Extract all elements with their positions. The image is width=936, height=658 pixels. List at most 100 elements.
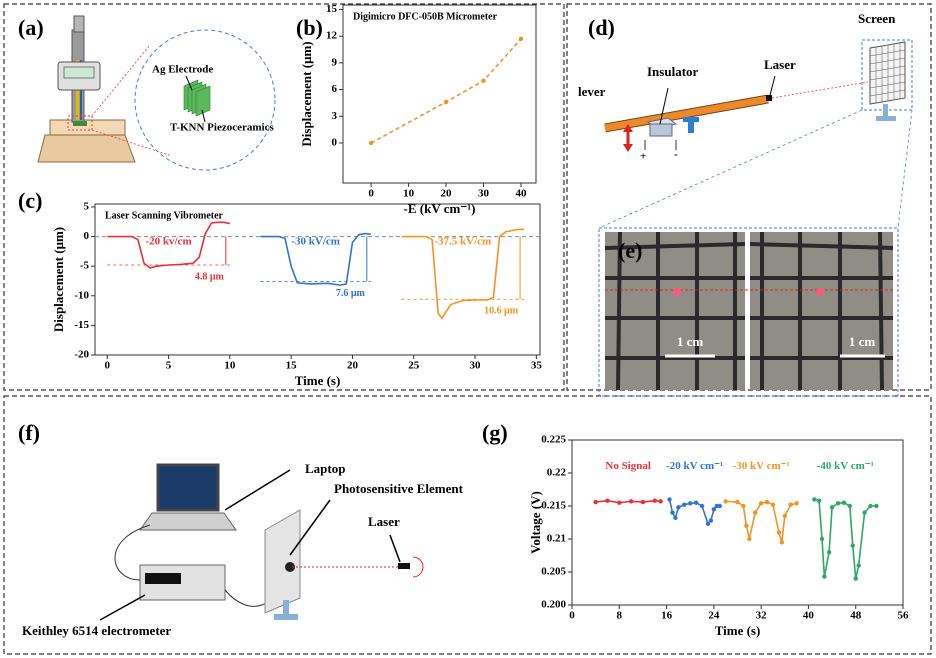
photos: [598, 227, 899, 397]
series-line: [260, 232, 371, 286]
point: [640, 499, 646, 505]
x-axis-label: -E (kV cm⁻¹): [404, 201, 476, 216]
diagram-label: Ag Electrode: [152, 64, 213, 76]
x-tick-label: 0: [368, 188, 374, 200]
point: [368, 140, 374, 146]
point: [652, 498, 657, 503]
level-label: 7.6 μm: [336, 288, 366, 299]
diagram-label: Keithley 6514 electrometer: [22, 623, 171, 638]
point: [705, 521, 711, 527]
point: [593, 499, 598, 505]
plot-frame: [342, 4, 537, 184]
diagram-label: Screen: [858, 11, 896, 26]
panel-label: (f): [18, 420, 40, 445]
y-axis-label: Displacement (μm): [299, 41, 314, 146]
point: [658, 499, 663, 504]
y-tick-label: 12: [326, 30, 338, 42]
x-tick-label: 30: [478, 188, 490, 200]
y-tick-label: 9: [332, 56, 338, 68]
panel-frame: [566, 3, 932, 391]
point: [708, 518, 714, 523]
y-tick-label: -20: [74, 349, 89, 361]
series-label: No Signal: [605, 460, 651, 472]
point: [670, 510, 675, 515]
series-line: [370, 38, 522, 144]
point: [847, 503, 853, 509]
series-label: -30 kV cm⁻¹: [733, 460, 790, 472]
point: [862, 510, 867, 515]
series-label: -30 kV/cm: [291, 235, 340, 247]
panel-label: (a): [18, 15, 44, 40]
point: [717, 503, 722, 509]
point: [723, 499, 728, 504]
x-tick-label: 20: [441, 188, 453, 200]
point: [764, 499, 770, 505]
y-tick-label: 5: [84, 200, 90, 212]
point: [812, 497, 817, 502]
level-label: 10.6 μm: [484, 306, 519, 317]
x-tick-label: 40: [803, 610, 815, 622]
x-axis-label: Time (s): [715, 623, 761, 638]
series-label: -40 kV cm⁻¹: [817, 460, 874, 472]
series-label: -20 kv/cm: [145, 235, 191, 247]
point: [874, 503, 879, 509]
point: [667, 497, 672, 502]
point: [693, 500, 699, 505]
x-tick-label: 0: [569, 610, 575, 622]
scale-label: 1 cm: [677, 334, 704, 349]
point: [816, 498, 822, 503]
x-tick-label: 0: [105, 360, 111, 372]
point: [741, 503, 746, 509]
point: [744, 523, 749, 528]
point: [699, 503, 705, 509]
y-tick-label: 0.225: [541, 434, 566, 446]
diagram-label: Photosensitive Element: [334, 481, 464, 496]
x-tick-label: 40: [516, 188, 528, 200]
micrometer-illustration: [37, 15, 276, 171]
y-tick-label: 15: [326, 3, 338, 15]
x-tick-label: 10: [403, 188, 415, 200]
series-label: -37.5 kV/cm: [434, 235, 491, 247]
x-tick-label: 24: [708, 610, 720, 622]
point: [676, 505, 681, 510]
plot-frame: [571, 439, 904, 606]
diagram-label: +: [640, 151, 646, 163]
point: [782, 513, 787, 519]
y-axis-label: Displacement (μm): [51, 227, 66, 332]
diagram-label: T-KNN Piezoceramics: [170, 122, 274, 134]
diagram-label: lever: [578, 84, 606, 99]
electrometer-setup: [99, 463, 424, 621]
panel-frame: [3, 395, 932, 655]
diagram-label: -: [674, 149, 678, 161]
point: [711, 507, 717, 512]
y-tick-label: 6: [332, 83, 338, 95]
x-tick-label: 5: [166, 360, 172, 372]
panel-label: (b): [296, 15, 323, 40]
x-tick-label: 15: [286, 360, 298, 372]
level-label: 4.8 μm: [195, 271, 225, 282]
point: [518, 36, 524, 42]
x-tick-label: 56: [898, 610, 910, 622]
point: [868, 503, 873, 509]
point: [841, 500, 847, 505]
panel-label: (g): [482, 420, 508, 445]
y-axis-label: Voltage (V): [528, 491, 543, 554]
point: [779, 540, 785, 545]
point: [481, 78, 486, 83]
x-tick-label: 48: [850, 610, 862, 622]
x-tick-label: 32: [756, 610, 768, 622]
scale-label: 1 cm: [849, 334, 876, 349]
x-axis-label: Time (s): [295, 373, 341, 388]
point: [856, 563, 861, 568]
y-tick-label: 3: [332, 110, 338, 122]
chart-title: Digimicro DFC-050B Micrometer: [353, 11, 498, 22]
x-tick-label: 30: [470, 360, 482, 372]
y-tick-label: 0: [84, 230, 90, 242]
x-tick-label: 10: [224, 360, 236, 372]
x-tick-label: 35: [531, 360, 543, 372]
point: [822, 574, 827, 579]
point: [673, 515, 678, 521]
point: [829, 505, 835, 510]
series-label: -20 kV cm⁻¹: [666, 460, 723, 472]
